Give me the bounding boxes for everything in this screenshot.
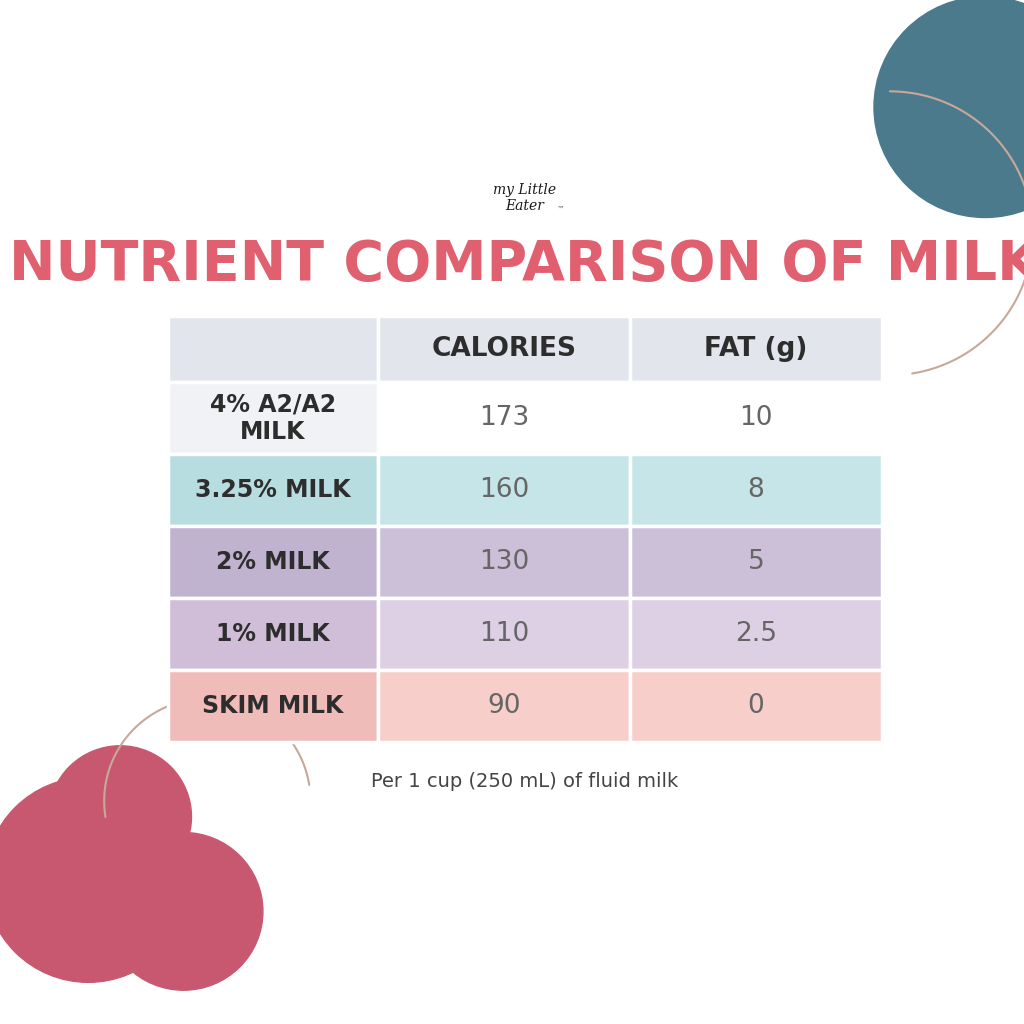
- FancyBboxPatch shape: [379, 526, 630, 598]
- FancyBboxPatch shape: [379, 382, 630, 454]
- FancyBboxPatch shape: [379, 598, 630, 670]
- FancyBboxPatch shape: [630, 382, 882, 454]
- FancyBboxPatch shape: [379, 454, 630, 526]
- Text: Eater: Eater: [506, 199, 544, 213]
- FancyBboxPatch shape: [168, 526, 379, 598]
- FancyBboxPatch shape: [168, 598, 379, 670]
- Text: 160: 160: [479, 477, 529, 503]
- Text: SKIM MILK: SKIM MILK: [203, 694, 344, 718]
- Circle shape: [104, 833, 263, 990]
- Text: CALORIES: CALORIES: [431, 336, 577, 362]
- FancyBboxPatch shape: [168, 454, 379, 526]
- Text: 8: 8: [748, 477, 764, 503]
- Text: my Little: my Little: [494, 183, 556, 197]
- Text: 173: 173: [479, 406, 529, 431]
- Text: Per 1 cup (250 mL) of fluid milk: Per 1 cup (250 mL) of fluid milk: [371, 772, 679, 791]
- FancyBboxPatch shape: [168, 382, 379, 454]
- Text: NUTRIENT COMPARISON OF MILK: NUTRIENT COMPARISON OF MILK: [9, 238, 1024, 292]
- Text: 0: 0: [748, 693, 764, 719]
- FancyBboxPatch shape: [630, 670, 882, 741]
- FancyBboxPatch shape: [630, 598, 882, 670]
- Text: 5: 5: [748, 549, 764, 574]
- Text: 110: 110: [479, 621, 529, 647]
- Circle shape: [0, 777, 191, 982]
- Text: ™: ™: [557, 205, 564, 214]
- FancyBboxPatch shape: [379, 670, 630, 741]
- Text: 2.5: 2.5: [735, 621, 777, 647]
- FancyBboxPatch shape: [168, 316, 379, 382]
- Text: 10: 10: [739, 406, 772, 431]
- Text: FAT (g): FAT (g): [705, 336, 808, 362]
- Text: 1% MILK: 1% MILK: [216, 622, 330, 646]
- FancyBboxPatch shape: [630, 316, 882, 382]
- FancyBboxPatch shape: [630, 526, 882, 598]
- FancyBboxPatch shape: [630, 454, 882, 526]
- Text: 90: 90: [487, 693, 521, 719]
- Text: 3.25% MILK: 3.25% MILK: [196, 478, 351, 502]
- Circle shape: [48, 745, 191, 888]
- Text: 130: 130: [479, 549, 529, 574]
- Circle shape: [873, 0, 1024, 217]
- FancyBboxPatch shape: [168, 670, 379, 741]
- Text: 2% MILK: 2% MILK: [216, 550, 330, 573]
- FancyBboxPatch shape: [379, 316, 630, 382]
- Text: 4% A2/A2
MILK: 4% A2/A2 MILK: [210, 392, 336, 444]
